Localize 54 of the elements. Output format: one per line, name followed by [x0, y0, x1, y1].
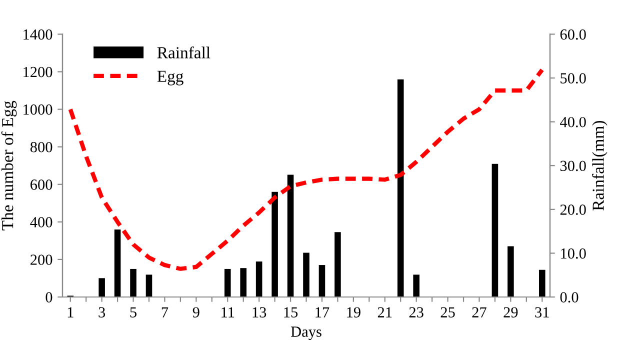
bar	[272, 192, 278, 297]
bar	[413, 274, 420, 297]
y-tick-label: 400	[30, 217, 52, 228]
x-tick-label: 21	[378, 307, 392, 318]
x-axis-title: Days	[290, 326, 322, 340]
bar	[130, 268, 136, 297]
x-tick-label: 3	[98, 307, 106, 318]
legend-label: Egg	[157, 70, 184, 86]
x-tick-label: 19	[347, 307, 360, 318]
x-tick-label: 15	[284, 307, 298, 318]
y2-tick-label: 0.0	[560, 292, 578, 303]
bar	[508, 246, 514, 297]
y-tick-label: 1400	[24, 29, 52, 40]
bar	[397, 79, 404, 297]
x-tick-label: 7	[162, 307, 168, 318]
bar	[98, 278, 105, 297]
bar	[256, 262, 262, 297]
x-tick-label: 11	[222, 307, 234, 318]
y-tick-label: 800	[30, 142, 52, 152]
y2-tick-label: 20.0	[560, 204, 586, 215]
x-tick-label: 27	[472, 307, 486, 318]
y2-tick-label: 50.0	[560, 73, 586, 84]
bar	[303, 252, 310, 297]
bar	[318, 265, 326, 297]
bar	[492, 164, 498, 297]
x-tick-label: 9	[192, 307, 200, 318]
x-tick-label: 29	[504, 307, 518, 318]
x-tick-label: 31	[535, 307, 549, 318]
y2-tick-label: 40.0	[560, 116, 586, 128]
y-tick-label: 1200	[24, 66, 52, 78]
bar	[224, 268, 231, 297]
y-tick-label: 0	[46, 292, 52, 302]
x-tick-label: 13	[252, 307, 266, 318]
bar	[538, 270, 546, 297]
legend-label: Rainfall	[157, 46, 210, 58]
line-series	[68, 68, 544, 271]
y2-tick-label: 30.0	[560, 160, 586, 172]
y-tick-label: 1000	[24, 104, 52, 115]
y2-tick-label: 10.0	[561, 248, 586, 259]
bar	[240, 268, 246, 297]
bar	[146, 274, 152, 297]
y-tick-label: 600	[30, 180, 52, 190]
y-axis-title: The number of Egg	[1, 100, 17, 230]
y2-axis-title: Rainfall(mm)	[592, 120, 608, 210]
x-tick-label: 1	[68, 307, 74, 318]
bar	[287, 174, 294, 297]
x-tick-label: 5	[130, 307, 136, 318]
x-tick-label: 17	[316, 307, 330, 318]
x-tick-label: 25	[440, 307, 455, 318]
y2-tick-label: 60.0	[560, 29, 586, 40]
bar	[114, 230, 121, 297]
x-tick-label: 23	[409, 307, 424, 318]
y-tick-label: 200	[30, 254, 52, 265]
bar	[334, 232, 341, 297]
